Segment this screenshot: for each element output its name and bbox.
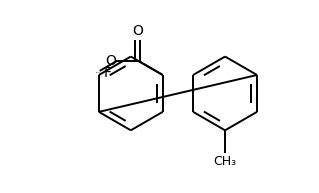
Text: O: O (106, 54, 116, 68)
Text: F: F (104, 66, 112, 80)
Text: O: O (132, 24, 143, 38)
Text: CH₃: CH₃ (213, 155, 237, 168)
Text: methyl: methyl (96, 72, 101, 73)
